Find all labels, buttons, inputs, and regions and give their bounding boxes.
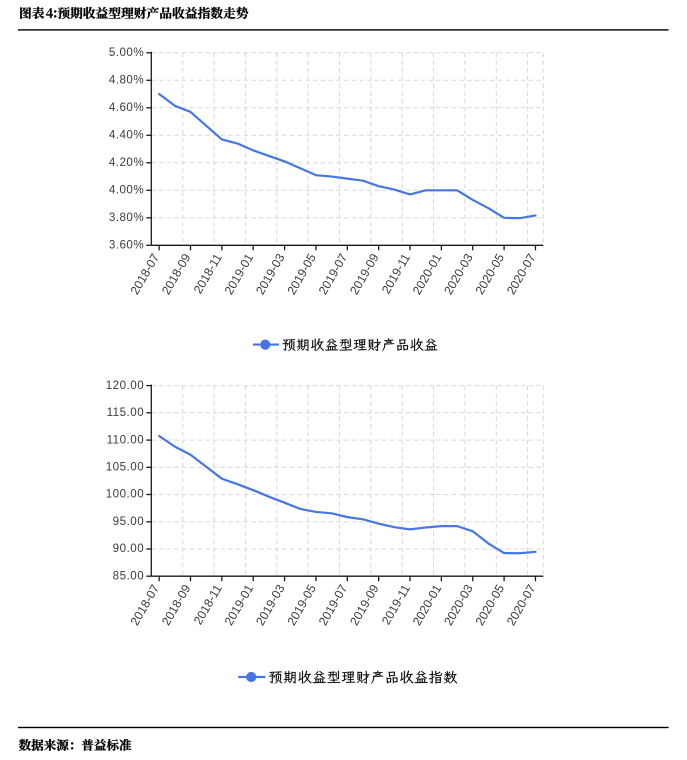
svg-text:4.40%: 4.40% <box>109 129 144 142</box>
svg-text:3.60%: 3.60% <box>109 239 144 252</box>
svg-text:85.00: 85.00 <box>113 569 145 582</box>
svg-text:120.00: 120.00 <box>106 379 144 392</box>
svg-text:100.00: 100.00 <box>106 488 144 501</box>
svg-text:4.60%: 4.60% <box>109 101 144 114</box>
svg-text:110.00: 110.00 <box>107 433 145 446</box>
svg-text:5.00%: 5.00% <box>109 46 144 59</box>
svg-text:4.80%: 4.80% <box>109 74 144 87</box>
svg-text:4.20%: 4.20% <box>109 156 144 169</box>
svg-text:115.00: 115.00 <box>107 406 145 419</box>
svg-text:95.00: 95.00 <box>113 515 145 528</box>
svg-text:3.80%: 3.80% <box>109 211 144 224</box>
svg-text:90.00: 90.00 <box>113 542 145 555</box>
svg-text:4.00%: 4.00% <box>109 184 144 197</box>
svg-text:105.00: 105.00 <box>106 461 144 474</box>
